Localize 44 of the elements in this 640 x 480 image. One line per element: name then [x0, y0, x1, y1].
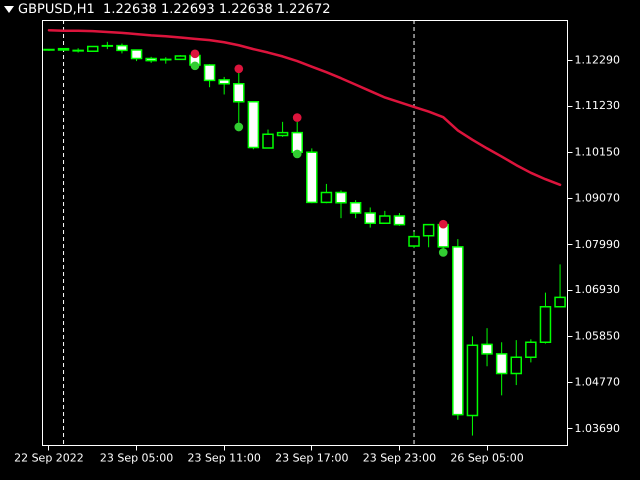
candlestick [204, 64, 216, 88]
y-tick-label: 1.06930 [574, 283, 620, 296]
point [190, 49, 200, 58]
candlestick [394, 212, 406, 226]
candlestick [379, 210, 391, 224]
line-series [48, 29, 562, 186]
candlestick [130, 49, 142, 62]
candlestick [276, 121, 288, 138]
y-tick-label: 1.11230 [574, 99, 620, 112]
y-tick-label: 1.09070 [574, 192, 620, 205]
point [438, 220, 448, 228]
y-tick-label: 1.05850 [574, 329, 620, 342]
chart-title: GBPUSD,H1 1.22638 1.22693 1.22638 1.22672 [18, 2, 330, 16]
x-tick-label: 23 Sep 17:00 [275, 452, 349, 464]
candlestick [408, 231, 420, 249]
y-tick-label: 1.10150 [574, 145, 620, 158]
candlestick [335, 190, 347, 219]
y-tick-label: 1.07990 [574, 238, 620, 251]
candlestick [496, 342, 508, 396]
candlestick [320, 183, 332, 204]
y-tick-label: 1.03690 [574, 422, 620, 435]
point [292, 150, 302, 158]
y-tick-label: 1.12290 [574, 54, 620, 67]
point [438, 248, 448, 257]
point [190, 61, 200, 70]
x-tick-label: 23 Sep 23:00 [362, 452, 436, 464]
candlestick [510, 340, 522, 386]
y-tick-label: 1.04770 [574, 376, 620, 389]
x-tick-label: 23 Sep 11:00 [187, 452, 261, 464]
point [292, 113, 302, 122]
candlestick [116, 43, 128, 54]
candlestick [262, 129, 274, 149]
candlestick [218, 76, 230, 95]
candlestick [481, 328, 493, 367]
x-tick-label: 22 Sep 2022 [14, 452, 84, 464]
x-tick-label: 26 Sep 05:00 [450, 452, 524, 464]
point [234, 64, 244, 74]
candlestick [350, 200, 362, 219]
candlestick [364, 206, 376, 228]
candlestick [525, 338, 537, 363]
candlestick [554, 264, 566, 308]
point [234, 122, 244, 132]
candlestick [422, 224, 434, 248]
x-tick-label: 23 Sep 05:00 [100, 452, 174, 464]
